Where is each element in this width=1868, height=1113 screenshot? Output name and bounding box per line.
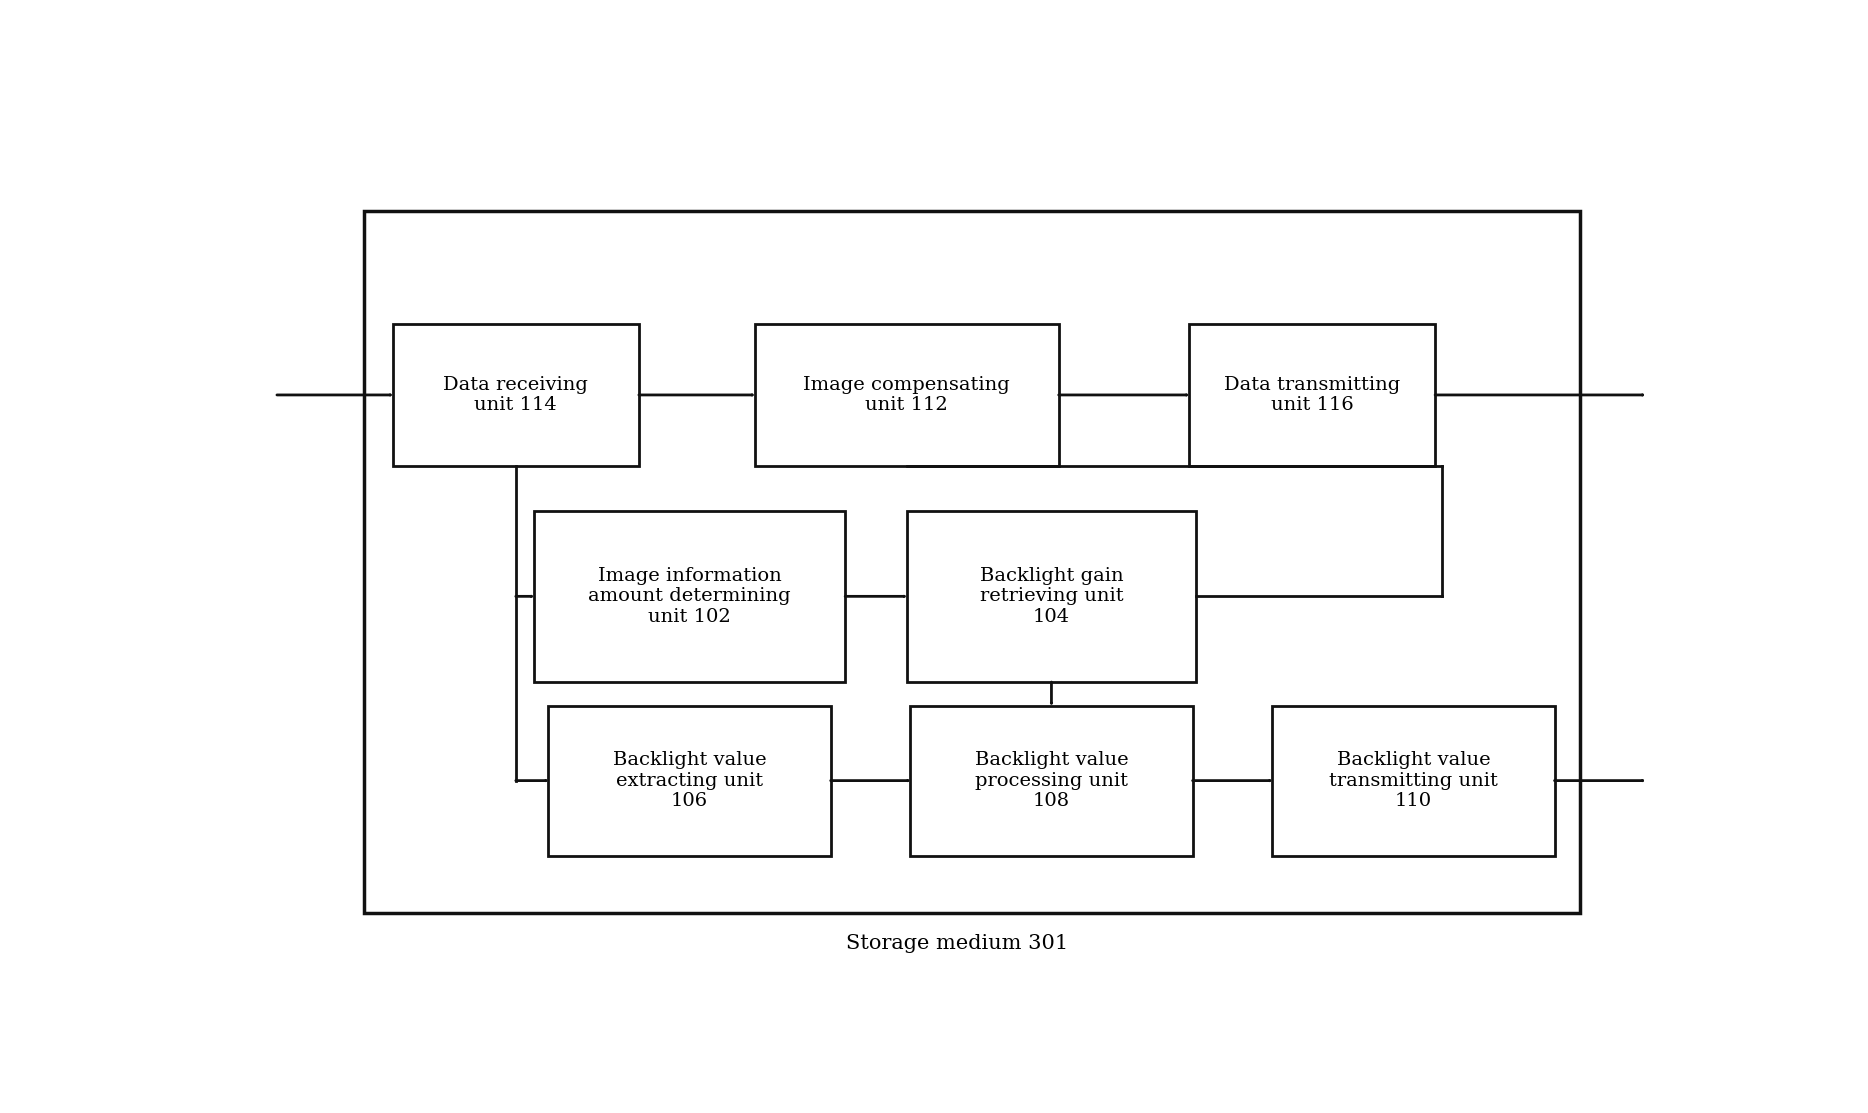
Bar: [906, 511, 1196, 682]
Bar: [549, 706, 831, 856]
Text: Data transmitting
unit 116: Data transmitting unit 116: [1224, 375, 1401, 414]
Text: Image information
amount determining
unit 102: Image information amount determining uni…: [588, 567, 790, 627]
Text: Backlight value
extracting unit
106: Backlight value extracting unit 106: [613, 751, 766, 810]
Text: Image compensating
unit 112: Image compensating unit 112: [803, 375, 1011, 414]
Bar: [910, 706, 1192, 856]
Text: Backlight value
processing unit
108: Backlight value processing unit 108: [975, 751, 1128, 810]
Text: Backlight gain
retrieving unit
104: Backlight gain retrieving unit 104: [979, 567, 1123, 627]
Bar: [534, 511, 844, 682]
Bar: [364, 210, 1580, 914]
Bar: [755, 324, 1059, 465]
Text: Data receiving
unit 114: Data receiving unit 114: [443, 375, 588, 414]
Bar: [1272, 706, 1554, 856]
Bar: [1190, 324, 1435, 465]
Bar: [392, 324, 639, 465]
Text: Backlight value
transmitting unit
110: Backlight value transmitting unit 110: [1328, 751, 1498, 810]
Text: Storage medium 301: Storage medium 301: [846, 934, 1068, 953]
